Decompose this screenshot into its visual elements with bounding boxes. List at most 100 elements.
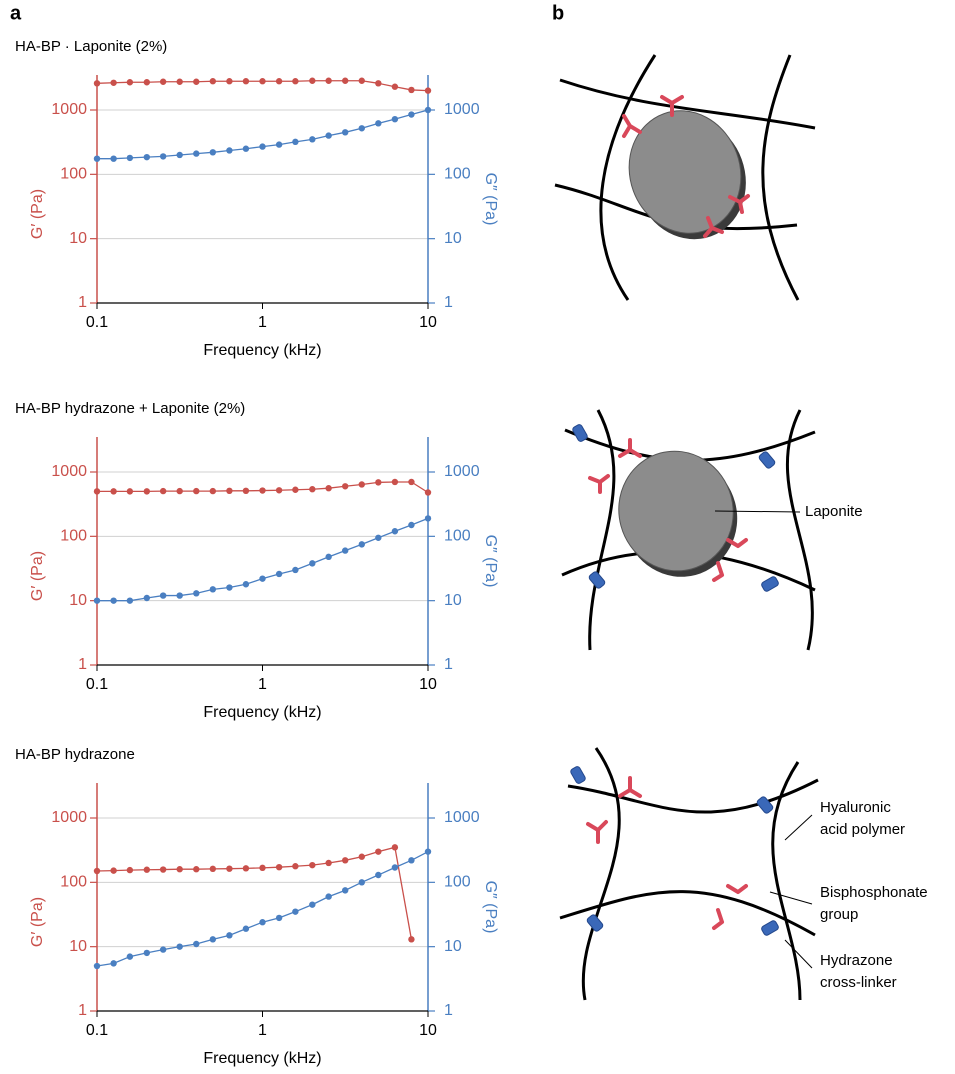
y-tick-label: 1000 (51, 101, 87, 118)
data-point (210, 488, 216, 494)
data-point (94, 963, 100, 969)
data-point (392, 844, 398, 850)
data-point (110, 488, 116, 494)
data-point (408, 111, 414, 117)
data-point (276, 864, 282, 870)
data-point (110, 155, 116, 161)
y-tick-label: 10 (69, 592, 87, 609)
data-point (193, 488, 199, 494)
y2-tick-label: 100 (444, 874, 471, 891)
x-tick-label: 0.1 (86, 314, 108, 331)
x-tick-label: 0.1 (86, 1022, 108, 1039)
data-point (226, 488, 232, 494)
data-point (127, 155, 133, 161)
x-tick-label: 1 (258, 676, 267, 693)
data-point (110, 960, 116, 966)
data-point (144, 867, 150, 873)
data-point (359, 125, 365, 131)
data-point (309, 560, 315, 566)
x-tick-label: 10 (419, 676, 437, 693)
data-point (259, 487, 265, 493)
chart-title: HA-BP hydrazone + Laponite (2%) (15, 400, 245, 417)
data-point (127, 79, 133, 85)
data-point (375, 120, 381, 126)
y-tick-label: 1 (78, 1002, 87, 1019)
data-point (425, 87, 431, 93)
data-point (309, 136, 315, 142)
data-point (110, 80, 116, 86)
y2-tick-label: 1 (444, 294, 453, 311)
y2-tick-label: 1000 (444, 101, 480, 118)
data-point (425, 107, 431, 113)
data-point (259, 865, 265, 871)
data-point (375, 80, 381, 86)
data-point (160, 79, 166, 85)
data-point (259, 143, 265, 149)
data-point (160, 866, 166, 872)
x-tick-label: 10 (419, 1022, 437, 1039)
data-point (392, 479, 398, 485)
chart-title: HA-BP hydrazone (15, 746, 135, 763)
network-diagram: Hyaluronic acid polymer Bisphosphonate g… (560, 748, 928, 1000)
data-point (243, 926, 249, 932)
data-point (226, 932, 232, 938)
data-point (226, 584, 232, 590)
data-point (127, 953, 133, 959)
diagram-label: Laponite (805, 503, 863, 520)
data-point (210, 936, 216, 942)
data-point (160, 946, 166, 952)
data-point (292, 139, 298, 145)
data-point (342, 547, 348, 553)
data-point (359, 854, 365, 860)
y-tick-label: 100 (60, 874, 87, 891)
y-tick-label: 10 (69, 938, 87, 955)
data-point (176, 866, 182, 872)
data-point (359, 879, 365, 885)
y-tick-label: 10 (69, 230, 87, 247)
data-point (176, 943, 182, 949)
y2-tick-label: 10 (444, 938, 462, 955)
data-point (292, 863, 298, 869)
data-point (342, 887, 348, 893)
data-point (392, 84, 398, 90)
data-point (276, 78, 282, 84)
data-point (309, 486, 315, 492)
data-point (176, 488, 182, 494)
data-point (325, 132, 331, 138)
data-point (408, 857, 414, 863)
data-point (210, 78, 216, 84)
data-point (392, 116, 398, 122)
y2-tick-label: 10 (444, 592, 462, 609)
data-point (408, 936, 414, 942)
x-tick-label: 1 (258, 314, 267, 331)
data-point (259, 78, 265, 84)
data-point (392, 528, 398, 534)
y-tick-label: 1000 (51, 809, 87, 826)
data-point (292, 487, 298, 493)
data-point (94, 80, 100, 86)
data-point (375, 872, 381, 878)
diagram-label: Hydrazone (820, 952, 893, 969)
data-point (276, 141, 282, 147)
x-tick-label: 0.1 (86, 676, 108, 693)
y2-tick-label: 100 (444, 528, 471, 545)
y-axis-label: G′ (Pa) (29, 897, 46, 947)
diagram-label: group (820, 906, 858, 923)
data-point (359, 78, 365, 84)
y2-tick-label: 1 (444, 1002, 453, 1019)
data-point (276, 487, 282, 493)
data-point (193, 941, 199, 947)
x-axis-label: Frequency (kHz) (203, 704, 321, 721)
y2-tick-label: 1000 (444, 809, 480, 826)
data-point (226, 865, 232, 871)
chart-title: HA-BP · Laponite (2%) (15, 38, 167, 55)
data-point (210, 149, 216, 155)
y-tick-label: 1 (78, 656, 87, 673)
data-point (193, 150, 199, 156)
data-point (210, 866, 216, 872)
data-point (94, 155, 100, 161)
data-point (342, 483, 348, 489)
x-axis-label: Frequency (kHz) (203, 342, 321, 359)
y2-axis-label: G″ (Pa) (482, 535, 499, 588)
data-point (160, 488, 166, 494)
